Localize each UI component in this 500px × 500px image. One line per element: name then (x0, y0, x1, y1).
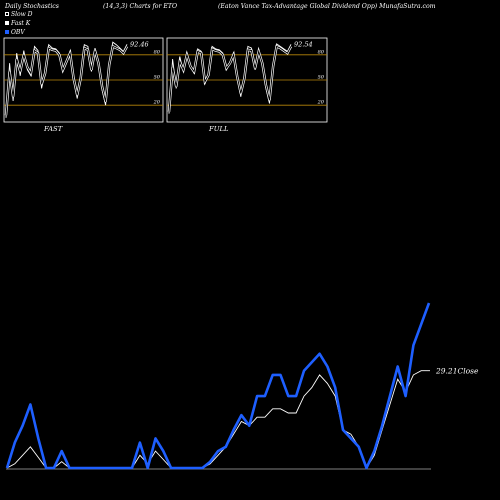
legend-slow-d: Slow D (5, 11, 33, 18)
obv-panel: 29.21Close (5, 302, 479, 470)
obv-line (5, 302, 431, 470)
level-label-80: 80 (318, 49, 325, 55)
chart-header-company: (Eaton Vance Tax-Advantage Global Divide… (218, 3, 436, 10)
legend-fast-k: Fast K (5, 20, 30, 27)
legend-fast-k-swatch (5, 21, 9, 25)
stoch-panel-fast: 20 50 80 92.46 FAST (3, 37, 164, 133)
legend-obv: OBV (5, 29, 25, 36)
last-value-fast: 92.46 (130, 40, 149, 48)
slow-d-line-full (168, 45, 292, 112)
stoch-panel-full: 20 50 80 92.54 FULL (166, 37, 328, 133)
legend-fast-k-label: Fast K (11, 20, 31, 27)
last-value-full: 92.54 (294, 40, 313, 48)
legend-obv-swatch (5, 30, 9, 34)
close-label: 29.21Close (435, 367, 479, 376)
legend-slow-d-swatch (5, 12, 9, 16)
slow-d-line-fast (5, 45, 128, 116)
level-label-20: 20 (153, 100, 161, 106)
level-label-50: 50 (318, 75, 325, 81)
chart-header-title: Daily Stochastics (5, 3, 59, 10)
chart-header-params: (14,3,3) Charts for ETO (103, 3, 178, 10)
close-line (6, 370, 429, 470)
level-label-80: 80 (154, 49, 161, 55)
level-label-50: 50 (154, 75, 161, 81)
legend-obv-label: OBV (11, 29, 25, 36)
level-label-20: 20 (317, 100, 325, 106)
panel-title-fast: FAST (43, 125, 63, 133)
panel-title-full: FULL (208, 125, 229, 133)
legend-slow-d-label: Slow D (11, 11, 33, 18)
